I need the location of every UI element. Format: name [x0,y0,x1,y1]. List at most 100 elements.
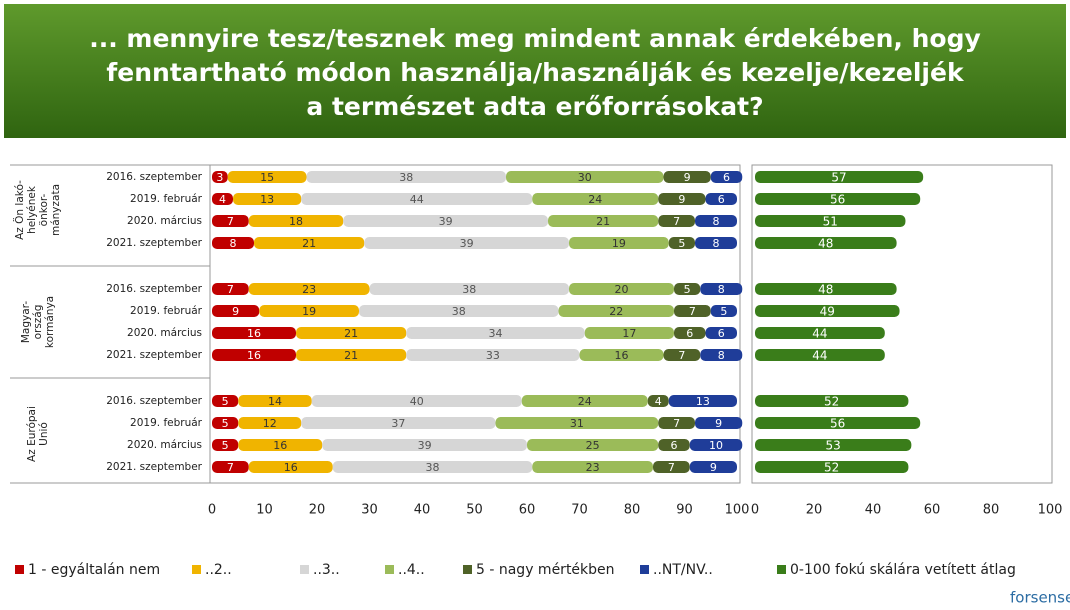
plot-frame [751,164,1053,484]
legend-swatch [192,565,201,574]
bar-segment [647,395,669,407]
value-label: 38 [399,171,413,184]
bar-segment [248,461,333,473]
bar-segment [521,395,648,407]
x-tick-label: 50 [466,503,483,518]
value-label: 52 [824,461,839,475]
bar-segment [212,395,239,407]
bar-segment [658,439,690,451]
bar-segment [212,305,260,317]
bar [755,395,909,407]
value-label: 7 [227,283,234,296]
bar [755,327,885,339]
category-label: 2019. február [130,305,203,317]
bar-segment [700,349,743,361]
value-label: 6 [671,439,678,452]
x-tick-label: 20 [806,503,823,518]
value-label: 4 [655,395,662,408]
value-label: 38 [452,305,466,318]
plot-frame [209,164,741,484]
value-label: 7 [227,461,234,474]
bar-segment [296,327,407,339]
value-label: 21 [344,327,358,340]
value-label: 34 [489,327,503,340]
value-label: 39 [460,237,474,250]
x-tick-label: 0 [208,503,216,518]
bar-segment [506,171,664,183]
category-label: 2020. március [127,215,202,227]
bar-segment [695,417,743,429]
category-label: 2019. február [130,193,203,205]
value-label: 44 [812,349,827,363]
bar-segment [705,327,737,339]
bar-segment [212,327,296,339]
value-label: 7 [678,349,685,362]
bar-segment [663,171,711,183]
bar-segment [369,283,569,295]
value-label: 44 [410,193,424,206]
bar [755,215,906,227]
value-label: 8 [713,215,720,228]
value-label: 48 [818,237,833,251]
value-label: 8 [718,349,725,362]
group-label: helyének [26,185,38,234]
bar [755,193,921,205]
bar-segment [668,237,695,249]
bar-segment [227,171,307,183]
bar-segment [259,305,359,317]
legend-label: 0-100 fokú skálára vetített átlag [790,562,1016,578]
bar [755,237,897,249]
value-label: 16 [615,349,629,362]
bar-segment [212,193,233,205]
value-label: 56 [830,417,845,431]
legend-label: ..NT/NV.. [653,562,713,578]
value-label: 7 [689,305,696,318]
bar-segment [558,305,674,317]
value-label: 16 [273,439,287,452]
value-label: 5 [222,439,229,452]
value-label: 19 [612,237,626,250]
x-tick-label: 40 [414,503,431,518]
bar-segment [301,417,496,429]
bar-segment [406,349,580,361]
value-label: 39 [439,215,453,228]
x-tick-label: 30 [361,503,378,518]
value-label: 6 [686,327,693,340]
chart-title: ... mennyire tesz/tesznek meg mindent an… [89,24,981,53]
bar-segment [700,283,743,295]
x-tick-label: 80 [624,503,641,518]
value-label: 6 [718,327,725,340]
group-label: kormánya [44,296,56,348]
bar-segment [710,171,743,183]
bar [755,461,909,473]
value-label: 9 [684,171,691,184]
bar-segment [569,237,669,249]
value-label: 4 [219,193,226,206]
bar-segment [658,417,695,429]
bar-segment [212,237,254,249]
logo: forsense [1010,589,1070,607]
value-label: 25 [586,439,600,452]
bar-segment [212,461,249,473]
value-label: 57 [831,171,846,185]
bar-segment [668,395,737,407]
value-label: 7 [227,215,234,228]
bar-segment [532,461,653,473]
value-label: 6 [723,171,730,184]
bar-segment [212,349,296,361]
legend-swatch [15,565,24,574]
x-tick-label: 0 [751,503,759,518]
legend-swatch [463,565,472,574]
value-label: 13 [696,395,710,408]
value-label: 8 [713,237,720,250]
value-label: 5 [720,305,727,318]
bar-segment [238,439,323,451]
value-label: 16 [247,349,261,362]
value-label: 7 [673,417,680,430]
legend-label: ..2.. [205,562,232,578]
bar-segment [705,193,737,205]
bar-segment [584,327,674,339]
value-label: 31 [570,417,584,430]
bar-segment [343,215,548,227]
